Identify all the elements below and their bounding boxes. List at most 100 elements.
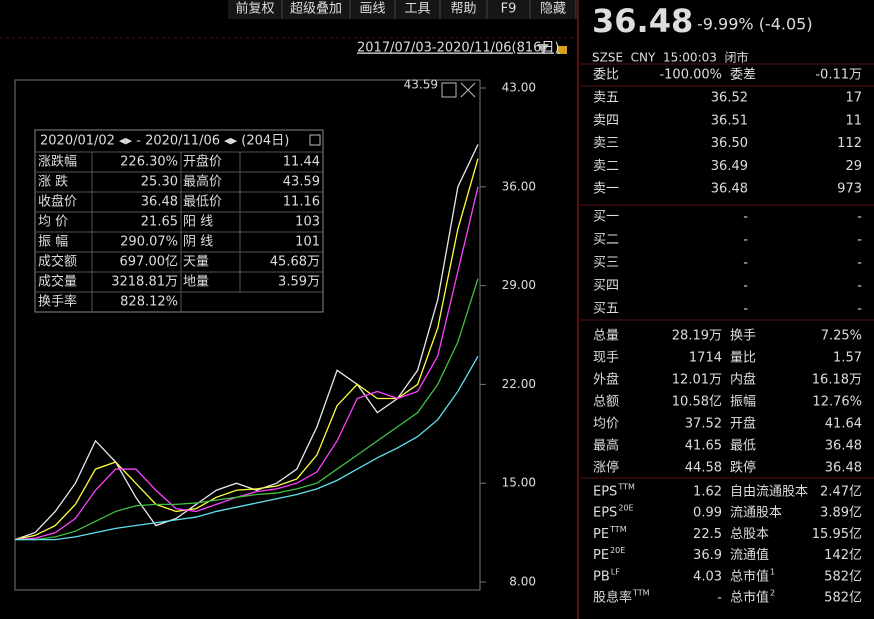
lock-icon[interactable] bbox=[557, 46, 567, 54]
stat-cell: 36.48 bbox=[825, 461, 862, 476]
fund-cell: PE bbox=[593, 548, 609, 563]
quote-cell: 委差 bbox=[730, 68, 756, 83]
fund-cell-sup: 1 bbox=[770, 567, 775, 576]
fund-cell-sup: LF bbox=[611, 567, 620, 576]
stat-cell: 最高 bbox=[593, 438, 619, 454]
orderbook-cell: - bbox=[743, 256, 748, 271]
orderbook-cell: 卖二 bbox=[593, 159, 619, 174]
stat-cell: 量比 bbox=[730, 351, 756, 366]
info-cell: 收盘价 bbox=[38, 194, 77, 210]
stat-cell: 44.58 bbox=[685, 461, 722, 476]
stat-cell: 开盘 bbox=[730, 416, 756, 432]
toolbar-button[interactable]: 工具 bbox=[404, 2, 430, 17]
orderbook-cell: - bbox=[743, 210, 748, 225]
fund-cell: 15.95亿 bbox=[812, 527, 862, 542]
stat-cell: 现手 bbox=[593, 351, 619, 366]
close-icon[interactable] bbox=[460, 82, 476, 98]
info-cell: 地量 bbox=[183, 275, 209, 290]
y-tick-label: 36.00 bbox=[502, 179, 536, 193]
info-cell: 11.44 bbox=[283, 155, 320, 170]
info-cell: 涨跌幅 bbox=[38, 154, 77, 170]
info-cell: 11.16 bbox=[283, 195, 320, 210]
toolbar-button[interactable]: 超级叠加 bbox=[290, 2, 342, 17]
toolbar-button[interactable]: 前复权 bbox=[235, 1, 274, 17]
info-close[interactable] bbox=[309, 134, 321, 146]
fund-cell: 流通股本 bbox=[730, 506, 782, 521]
fund-cell-sup: 20E bbox=[610, 546, 625, 555]
info-cell: 天量 bbox=[183, 255, 209, 270]
dropdown-icon[interactable] bbox=[537, 44, 549, 54]
fund-cell: 总市值 bbox=[730, 568, 769, 584]
fund-cell: 36.9 bbox=[693, 548, 722, 563]
stat-cell: 最低 bbox=[730, 439, 756, 454]
annotation: 43.59 bbox=[404, 78, 438, 92]
window-icon[interactable] bbox=[441, 82, 457, 98]
orderbook-cell: 买五 bbox=[593, 302, 619, 317]
orderbook-cell: - bbox=[857, 302, 862, 317]
fund-cell: 股息率 bbox=[593, 590, 632, 606]
orderbook-cell: 36.51 bbox=[711, 113, 748, 128]
fund-cell-sup: 20E bbox=[618, 504, 633, 513]
stat-cell: 16.18万 bbox=[812, 373, 862, 388]
stat-cell: 36.48 bbox=[825, 439, 862, 454]
orderbook-cell: 29 bbox=[845, 159, 862, 174]
info-cell: 25.30 bbox=[141, 175, 178, 190]
toolbar-button[interactable]: 画线 bbox=[359, 2, 385, 17]
toolbar-button[interactable]: 隐藏 bbox=[540, 2, 566, 17]
fund-cell: EPS bbox=[593, 506, 617, 521]
info-cell: 阴 线 bbox=[183, 235, 213, 250]
y-tick-label: 15.00 bbox=[502, 476, 536, 490]
orderbook-cell: 973 bbox=[837, 182, 862, 197]
info-cell: 43.59 bbox=[283, 175, 320, 190]
orderbook-cell: 36.48 bbox=[711, 182, 748, 197]
info-cell: 103 bbox=[295, 215, 320, 230]
info-cell: 3.59万 bbox=[278, 275, 320, 290]
orderbook-cell: - bbox=[857, 210, 862, 225]
orderbook-cell: 买三 bbox=[593, 256, 619, 271]
fund-cell-sup: TTM bbox=[609, 525, 627, 534]
fund-cell: PE bbox=[593, 527, 609, 542]
info-cell: 成交量 bbox=[38, 274, 77, 290]
fund-cell: 总股本 bbox=[730, 527, 769, 542]
stat-cell: 跌停 bbox=[730, 460, 756, 476]
info-cell: 101 bbox=[295, 235, 320, 250]
price-line bbox=[14, 186, 479, 541]
fund-cell: 2.47亿 bbox=[820, 485, 862, 500]
orderbook-cell: 36.49 bbox=[711, 159, 748, 174]
orderbook-cell: - bbox=[857, 279, 862, 294]
chart-frame bbox=[14, 79, 481, 591]
fund-cell: EPS bbox=[593, 485, 617, 500]
info-box bbox=[34, 129, 324, 313]
y-tick-label: 8.00 bbox=[509, 575, 536, 589]
meta: SZSE CNY 15:00:03 闭市 bbox=[592, 50, 749, 65]
stat-cell: 总额 bbox=[593, 395, 619, 410]
stat-cell: 41.64 bbox=[825, 417, 862, 432]
fund-cell: - bbox=[717, 591, 722, 606]
y-tick-label: 43.00 bbox=[502, 81, 536, 95]
stat-cell: 内盘 bbox=[730, 372, 756, 388]
fund-cell-sup: TTM bbox=[632, 589, 650, 598]
toolbar-button[interactable]: F9 bbox=[501, 2, 517, 17]
price-line bbox=[14, 158, 479, 541]
orderbook-cell: 卖五 bbox=[593, 91, 619, 106]
price-line bbox=[15, 278, 479, 541]
stat-cell: 总量 bbox=[593, 329, 619, 344]
fund-cell: 142亿 bbox=[824, 548, 862, 563]
toolbar-button[interactable]: 帮助 bbox=[450, 2, 476, 17]
info-cell: 换手率 bbox=[38, 294, 77, 310]
info-cell: 均 价 bbox=[38, 215, 68, 230]
y-tick-label: 22.00 bbox=[502, 377, 536, 391]
info-cell: 828.12% bbox=[120, 295, 178, 310]
price-line bbox=[14, 144, 479, 541]
orderbook-cell: 36.50 bbox=[711, 136, 748, 151]
info-cell: 21.65 bbox=[141, 215, 178, 230]
date-range[interactable]: 2017/07/03-2020/11/06(816日) bbox=[357, 41, 560, 56]
fund-cell: 总市值 bbox=[730, 590, 769, 606]
fund-cell-sup: 2 bbox=[770, 589, 775, 598]
stat-cell: 涨停 bbox=[593, 460, 619, 476]
info-cell: 36.48 bbox=[141, 195, 178, 210]
change: -9.99% (-4.05) bbox=[697, 15, 813, 34]
fund-cell: 自由流通股本 bbox=[730, 485, 808, 500]
orderbook-cell: 卖三 bbox=[593, 136, 619, 151]
